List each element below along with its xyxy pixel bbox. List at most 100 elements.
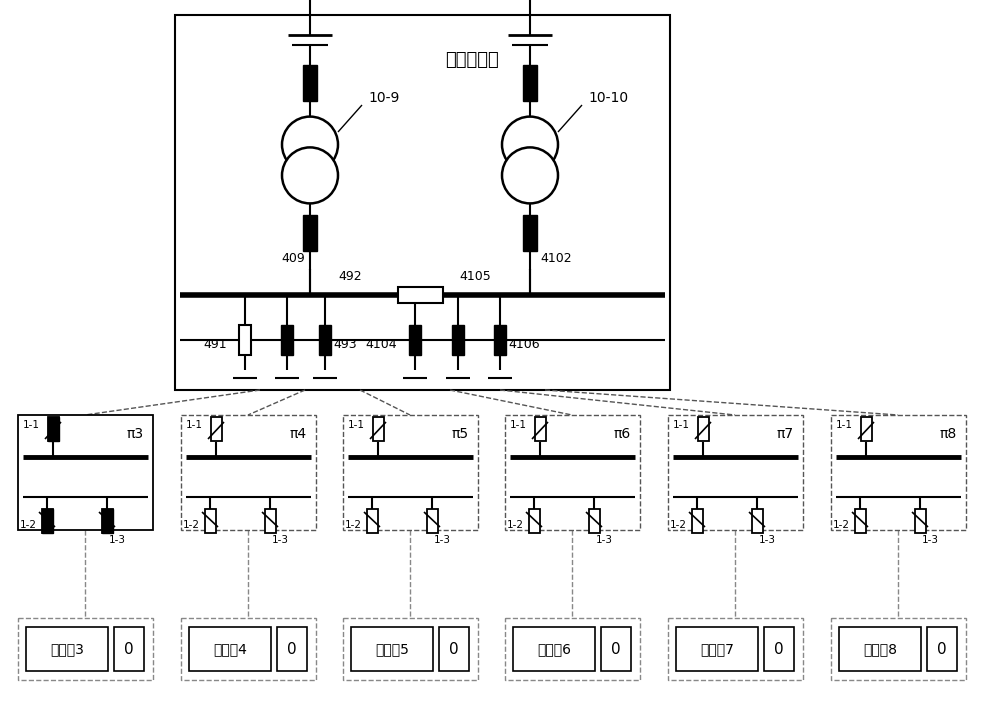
- Text: 0: 0: [449, 641, 459, 656]
- Bar: [601, 627, 631, 671]
- Bar: [303, 65, 317, 101]
- Text: 1-3: 1-3: [434, 535, 451, 545]
- Bar: [831, 415, 966, 530]
- Circle shape: [282, 117, 338, 173]
- Text: 1-2: 1-2: [670, 520, 687, 530]
- Bar: [102, 509, 112, 533]
- Text: 1-2: 1-2: [20, 520, 37, 530]
- Bar: [114, 627, 144, 671]
- Text: π4: π4: [290, 427, 307, 441]
- Text: 1-1: 1-1: [673, 420, 690, 430]
- Bar: [319, 325, 331, 355]
- Bar: [854, 509, 866, 533]
- Bar: [26, 627, 108, 671]
- Text: 0: 0: [774, 641, 784, 656]
- Bar: [409, 325, 421, 355]
- Text: 1-2: 1-2: [507, 520, 524, 530]
- Bar: [668, 415, 803, 530]
- Text: 集中器3: 集中器3: [50, 642, 84, 656]
- Bar: [839, 627, 921, 671]
- Text: 1-1: 1-1: [186, 420, 203, 430]
- Bar: [102, 509, 112, 533]
- Text: 1-3: 1-3: [272, 535, 289, 545]
- Bar: [927, 627, 957, 671]
- Text: 1-3: 1-3: [596, 535, 613, 545]
- Bar: [264, 509, 276, 533]
- Circle shape: [282, 147, 338, 203]
- Text: 0: 0: [287, 641, 297, 656]
- Bar: [189, 627, 271, 671]
- Text: π6: π6: [614, 427, 631, 441]
- Bar: [42, 509, 52, 533]
- Text: 491: 491: [203, 338, 227, 351]
- Bar: [343, 618, 478, 680]
- Bar: [366, 509, 378, 533]
- Bar: [860, 417, 872, 441]
- Text: 1-3: 1-3: [109, 535, 126, 545]
- Text: 集中器5: 集中器5: [375, 642, 409, 656]
- Bar: [343, 415, 478, 530]
- Circle shape: [502, 117, 558, 173]
- Bar: [513, 627, 595, 671]
- Bar: [534, 417, 546, 441]
- Bar: [351, 627, 433, 671]
- Bar: [426, 509, 438, 533]
- Bar: [764, 627, 794, 671]
- Bar: [523, 215, 537, 251]
- Bar: [210, 417, 222, 441]
- Text: 1-1: 1-1: [836, 420, 853, 430]
- Text: 小区配电室: 小区配电室: [445, 51, 499, 69]
- Text: 1-1: 1-1: [510, 420, 527, 430]
- Bar: [752, 509, 763, 533]
- Text: 4104: 4104: [365, 338, 397, 351]
- Text: 集中器7: 集中器7: [700, 642, 734, 656]
- Bar: [181, 618, 316, 680]
- Text: 集中器8: 集中器8: [863, 642, 897, 656]
- Bar: [205, 509, 216, 533]
- Bar: [668, 618, 803, 680]
- Bar: [181, 415, 316, 530]
- Bar: [692, 509, 702, 533]
- Bar: [372, 417, 384, 441]
- Bar: [439, 627, 469, 671]
- Bar: [831, 618, 966, 680]
- Bar: [494, 325, 506, 355]
- Bar: [239, 325, 251, 355]
- Bar: [588, 509, 600, 533]
- Bar: [18, 415, 153, 530]
- Text: π3: π3: [127, 427, 144, 441]
- Bar: [277, 627, 307, 671]
- Bar: [676, 627, 758, 671]
- Bar: [303, 215, 317, 251]
- Text: 0: 0: [124, 641, 134, 656]
- Text: 4102: 4102: [540, 252, 572, 264]
- Bar: [48, 417, 58, 441]
- Text: 1-3: 1-3: [759, 535, 776, 545]
- Text: 1-2: 1-2: [345, 520, 362, 530]
- Text: 集中器6: 集中器6: [537, 642, 571, 656]
- Text: π7: π7: [777, 427, 794, 441]
- Text: 1-2: 1-2: [833, 520, 850, 530]
- Bar: [505, 415, 640, 530]
- Text: 10-9: 10-9: [368, 91, 399, 105]
- Text: 1-1: 1-1: [23, 420, 40, 430]
- Bar: [528, 509, 540, 533]
- Text: 4105: 4105: [459, 270, 491, 284]
- Bar: [698, 417, 708, 441]
- Bar: [175, 15, 670, 390]
- Bar: [42, 509, 52, 533]
- Text: π5: π5: [452, 427, 469, 441]
- Text: 1-3: 1-3: [922, 535, 939, 545]
- Circle shape: [502, 147, 558, 203]
- Text: 集中器4: 集中器4: [213, 642, 247, 656]
- Bar: [398, 287, 442, 303]
- Text: 4106: 4106: [508, 338, 540, 351]
- Text: 0: 0: [937, 641, 947, 656]
- Bar: [18, 618, 153, 680]
- Text: 1-1: 1-1: [348, 420, 365, 430]
- Text: 409: 409: [281, 252, 305, 264]
- Text: π8: π8: [940, 427, 957, 441]
- Bar: [281, 325, 293, 355]
- Text: 493: 493: [333, 338, 357, 351]
- Text: 0: 0: [611, 641, 621, 656]
